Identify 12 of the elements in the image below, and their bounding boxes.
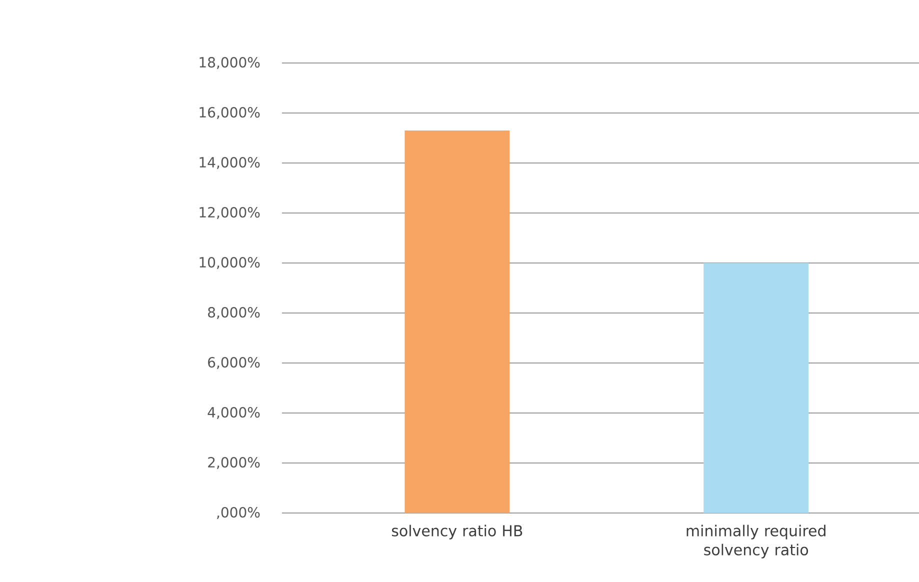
y-tick-label: 4,000%	[208, 406, 260, 420]
y-tick-label: 16,000%	[200, 106, 260, 120]
x-tick-label: solvency ratio HB	[392, 524, 522, 540]
y-tick-label: 12,000%	[200, 206, 260, 220]
x-tick-label: minimally required solvency ratio	[686, 524, 826, 558]
y-tick-label: 10,000%	[200, 256, 260, 270]
y-tick-label: 14,000%	[200, 156, 260, 170]
y-tick-label: 18,000%	[200, 56, 260, 70]
y-tick-label: ,000%	[217, 506, 260, 520]
y-tick-label: 2,000%	[208, 456, 260, 470]
y-tick-label: 8,000%	[208, 306, 260, 320]
y-tick-label: 6,000%	[208, 356, 260, 370]
